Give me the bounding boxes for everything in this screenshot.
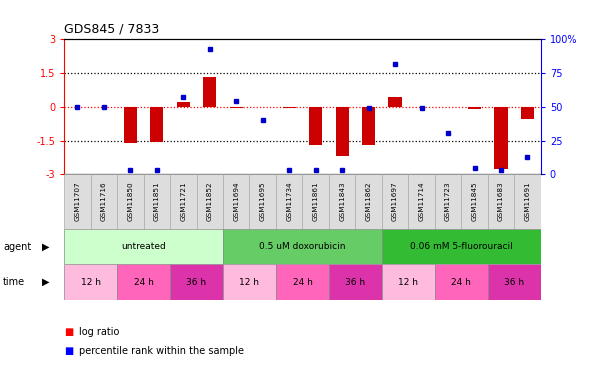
Text: 12 h: 12 h [398,278,419,286]
Text: GSM11723: GSM11723 [445,182,451,221]
Text: 0.06 mM 5-fluorouracil: 0.06 mM 5-fluorouracil [410,242,513,251]
Text: GSM11845: GSM11845 [472,182,478,221]
Bar [329,264,382,300]
Bar [335,107,349,156]
Bar [276,264,329,300]
Text: GSM11707: GSM11707 [75,182,81,221]
Bar [356,174,382,229]
Text: ■: ■ [64,346,73,355]
Text: GSM11714: GSM11714 [419,182,425,221]
Bar [488,264,541,300]
Text: 36 h: 36 h [504,278,524,286]
Bar [468,107,481,109]
Bar [64,264,117,300]
Text: ▶: ▶ [42,277,49,287]
Bar [117,264,170,300]
Bar [276,174,302,229]
Text: 24 h: 24 h [293,278,312,286]
Bar [177,102,190,107]
Text: GSM11850: GSM11850 [127,182,133,221]
Bar [494,107,508,169]
Text: agent: agent [3,242,31,252]
Bar [144,174,170,229]
Text: GSM11716: GSM11716 [101,182,107,221]
Bar [223,229,382,264]
Text: GSM11862: GSM11862 [365,182,371,221]
Bar [90,174,117,229]
Text: 12 h: 12 h [240,278,260,286]
Text: GDS845 / 7833: GDS845 / 7833 [64,22,159,36]
Bar [64,229,223,264]
Bar [435,174,461,229]
Bar [302,174,329,229]
Bar [64,174,90,229]
Bar [362,107,375,145]
Text: ▶: ▶ [42,242,49,252]
Bar [283,107,296,108]
Text: 36 h: 36 h [345,278,365,286]
Bar [408,174,435,229]
Bar [514,174,541,229]
Text: GSM11695: GSM11695 [260,182,266,221]
Bar [230,107,243,108]
Bar [170,264,223,300]
Bar [435,264,488,300]
Bar [223,174,249,229]
Bar [197,174,223,229]
Text: GSM11721: GSM11721 [180,182,186,221]
Bar [382,174,408,229]
Text: ■: ■ [64,327,73,337]
Text: 0.5 uM doxorubicin: 0.5 uM doxorubicin [259,242,346,251]
Bar [461,174,488,229]
Text: GSM11851: GSM11851 [154,182,160,221]
Bar [329,174,356,229]
Text: 36 h: 36 h [186,278,207,286]
Text: time: time [3,277,25,287]
Bar [309,107,323,145]
Bar [203,76,216,107]
Text: 24 h: 24 h [134,278,153,286]
Bar [223,264,276,300]
Text: GSM11843: GSM11843 [339,182,345,221]
Bar [124,107,137,143]
Text: 12 h: 12 h [81,278,101,286]
Text: percentile rank within the sample: percentile rank within the sample [79,346,244,355]
Text: GSM11694: GSM11694 [233,182,240,221]
Bar [249,174,276,229]
Text: untreated: untreated [121,242,166,251]
Text: log ratio: log ratio [79,327,120,337]
Text: GSM11683: GSM11683 [498,182,504,221]
Bar [382,264,435,300]
Bar [117,174,144,229]
Text: GSM11734: GSM11734 [286,182,292,221]
Text: GSM11861: GSM11861 [313,182,319,221]
Bar [150,107,164,142]
Text: GSM11691: GSM11691 [524,182,530,221]
Bar [488,174,514,229]
Bar [382,229,541,264]
Bar [389,97,402,107]
Text: 24 h: 24 h [452,278,471,286]
Bar [521,107,534,119]
Text: GSM11697: GSM11697 [392,182,398,221]
Bar [170,174,197,229]
Text: GSM11852: GSM11852 [207,182,213,221]
